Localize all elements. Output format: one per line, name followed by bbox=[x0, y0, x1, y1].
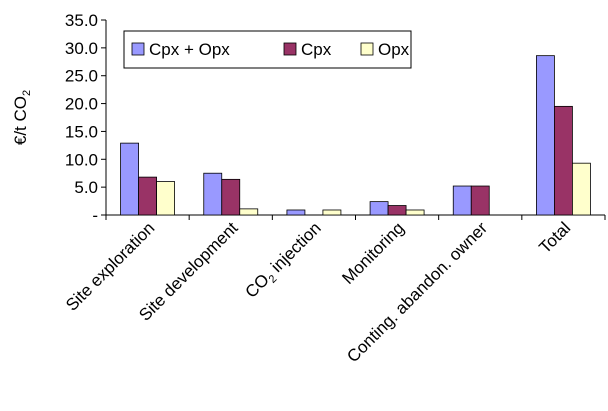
y-tick-label: 15.0 bbox=[65, 122, 98, 141]
bar bbox=[405, 209, 425, 216]
bar bbox=[452, 185, 472, 216]
bar bbox=[156, 181, 175, 216]
x-tick-label-text: Site exploration bbox=[62, 218, 158, 314]
bar bbox=[369, 201, 389, 216]
y-axis-title-group: €/t CO2 bbox=[11, 90, 33, 145]
y-axis-title-subscript: 2 bbox=[21, 90, 33, 96]
y-tick-label: 5.0 bbox=[74, 178, 98, 197]
bar bbox=[572, 162, 591, 216]
bar bbox=[286, 209, 306, 216]
bar bbox=[138, 176, 157, 216]
y-tick-label: 35.0 bbox=[65, 11, 98, 30]
x-tick-label-text: Conting. abandon. owner bbox=[343, 218, 491, 366]
x-tick-label: Site exploration bbox=[62, 218, 158, 314]
bar bbox=[239, 208, 259, 216]
bar bbox=[536, 55, 555, 216]
x-tick-label: Conting. abandon. owner bbox=[343, 218, 491, 366]
legend-swatch bbox=[131, 42, 145, 56]
y-tick-label: 25.0 bbox=[65, 67, 98, 86]
x-tick-label-text: Monitoring bbox=[338, 218, 408, 288]
bar bbox=[322, 209, 342, 216]
bar bbox=[554, 105, 573, 216]
bar bbox=[203, 172, 223, 216]
legend-label: Cpx + Opx bbox=[149, 40, 230, 59]
y-axis-title-text: €/t CO bbox=[11, 96, 30, 145]
x-tick-label: CO2 injection bbox=[241, 218, 326, 303]
x-tick-label: Monitoring bbox=[338, 218, 408, 288]
y-tick-label: - bbox=[92, 206, 98, 225]
x-tick-label-text: Total bbox=[535, 218, 574, 257]
axes-group: - 5.0 10.0 15.0 20.0 25.0 30.0 35.0 bbox=[65, 11, 606, 225]
legend: Cpx + Opx Cpx Opx bbox=[123, 30, 412, 69]
y-tick-label: 20.0 bbox=[65, 95, 98, 114]
bar bbox=[120, 142, 139, 216]
y-tick-label: 30.0 bbox=[65, 39, 98, 58]
x-tick-label-rest: injection bbox=[264, 218, 325, 279]
bar bbox=[470, 185, 490, 216]
legend-label: Opx bbox=[378, 40, 410, 59]
y-tick-label: 10.0 bbox=[65, 150, 98, 169]
legend-label: Cpx bbox=[301, 40, 332, 59]
legend-swatch bbox=[283, 42, 297, 56]
y-axis-title: €/t CO2 bbox=[11, 90, 33, 145]
bar bbox=[387, 205, 407, 216]
bar bbox=[221, 178, 241, 216]
x-tick-label: Total bbox=[535, 218, 574, 257]
legend-swatch bbox=[360, 42, 374, 56]
bars-group bbox=[120, 55, 591, 216]
